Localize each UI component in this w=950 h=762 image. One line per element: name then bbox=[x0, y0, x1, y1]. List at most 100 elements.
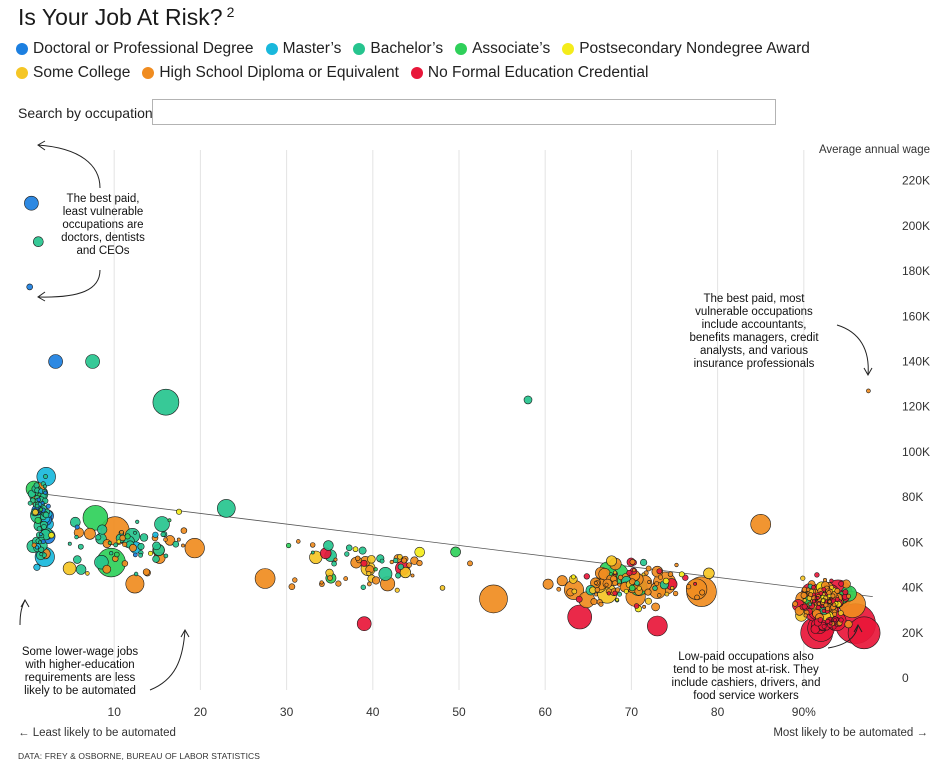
data-point bbox=[323, 540, 334, 551]
data-point bbox=[397, 563, 404, 570]
legend-dot-icon bbox=[16, 67, 28, 79]
y-tick-label: 40K bbox=[902, 581, 923, 595]
data-point bbox=[672, 590, 679, 597]
data-point bbox=[132, 552, 138, 558]
data-point bbox=[439, 585, 446, 591]
data-point bbox=[133, 530, 137, 535]
data-point bbox=[36, 526, 42, 532]
annotation-text: Some lower-wage jobs with higher-educatio… bbox=[22, 646, 139, 697]
data-point bbox=[866, 388, 871, 394]
annotations: The best paid, least vulnerable occupation… bbox=[22, 193, 821, 702]
data-point bbox=[124, 533, 131, 540]
data-point bbox=[656, 593, 662, 598]
data-point bbox=[567, 604, 593, 630]
data-point bbox=[629, 578, 636, 585]
data-points bbox=[24, 195, 881, 650]
data-point bbox=[811, 599, 816, 604]
data-point bbox=[35, 545, 39, 550]
data-point bbox=[825, 618, 831, 624]
data-point bbox=[556, 575, 568, 587]
data-point bbox=[24, 195, 39, 211]
data-point bbox=[593, 580, 598, 585]
x-tick-label: 20 bbox=[194, 705, 208, 719]
data-point bbox=[154, 516, 170, 532]
data-point bbox=[633, 603, 640, 609]
data-point bbox=[125, 574, 145, 594]
data-point bbox=[830, 593, 836, 599]
data-point bbox=[394, 587, 400, 593]
trend-line-path bbox=[32, 492, 873, 598]
data-point bbox=[172, 540, 180, 548]
grid bbox=[113, 150, 805, 690]
data-point bbox=[42, 484, 47, 489]
data-point bbox=[821, 608, 826, 614]
annotation-line: insurance professionals bbox=[694, 358, 815, 370]
data-point bbox=[828, 621, 833, 626]
data-point bbox=[575, 595, 583, 603]
data-point bbox=[657, 574, 664, 580]
y-axis-title: Average annual wage bbox=[819, 144, 930, 156]
data-point bbox=[42, 511, 50, 519]
data-point bbox=[122, 541, 128, 548]
data-point bbox=[410, 573, 415, 578]
y-tick-label: 100K bbox=[902, 445, 930, 459]
data-point bbox=[686, 584, 692, 590]
data-point bbox=[414, 546, 425, 558]
data-point bbox=[119, 529, 124, 535]
data-point bbox=[116, 539, 121, 544]
data-point bbox=[327, 575, 333, 581]
data-point bbox=[847, 616, 881, 650]
data-point bbox=[333, 557, 338, 562]
data-point bbox=[32, 236, 44, 247]
search-input[interactable] bbox=[152, 99, 776, 125]
data-point bbox=[366, 581, 372, 587]
legend-item: Doctoral or Professional Degree bbox=[16, 38, 254, 60]
x-axis-left-label: ← Least likely to be automated bbox=[18, 727, 176, 739]
data-point bbox=[662, 577, 670, 585]
x-tick-label: 30 bbox=[280, 705, 294, 719]
x-tick-label: 10 bbox=[108, 705, 122, 719]
y-tick-label: 160K bbox=[902, 309, 930, 323]
legend-dot-icon bbox=[353, 43, 366, 55]
data-point bbox=[296, 539, 301, 544]
data-point bbox=[366, 571, 372, 576]
data-point bbox=[636, 585, 642, 591]
data-point bbox=[397, 554, 403, 560]
data-point bbox=[129, 544, 137, 552]
annotation-text: Low-paid occupations also tend to be most… bbox=[672, 651, 821, 702]
data-point bbox=[467, 560, 473, 567]
data-point bbox=[667, 571, 674, 577]
arrowhead-icon bbox=[37, 291, 46, 302]
data-point bbox=[43, 474, 48, 479]
data-point bbox=[288, 583, 296, 591]
data-point bbox=[634, 580, 640, 586]
annotation-line: tend to be most at-risk. They bbox=[673, 664, 819, 676]
data-point bbox=[834, 588, 841, 594]
data-point bbox=[604, 582, 609, 587]
data-point bbox=[180, 527, 188, 534]
y-tick-label: 60K bbox=[902, 535, 923, 549]
data-point bbox=[254, 568, 276, 589]
legend-label: High School Diploma or Equivalent bbox=[159, 64, 399, 81]
annotation-arrow bbox=[37, 269, 101, 298]
data-point bbox=[135, 519, 140, 524]
data-point bbox=[175, 508, 183, 515]
data-point bbox=[358, 546, 367, 555]
data-point bbox=[77, 543, 84, 550]
data-point bbox=[606, 591, 611, 596]
data-point bbox=[395, 572, 402, 579]
data-point bbox=[74, 534, 79, 540]
data-point bbox=[367, 555, 376, 564]
data-point bbox=[74, 524, 80, 530]
data-point bbox=[640, 558, 648, 567]
data-point bbox=[26, 283, 34, 291]
data-point bbox=[147, 550, 154, 556]
data-point bbox=[152, 388, 180, 416]
data-point bbox=[184, 538, 205, 559]
data-point bbox=[800, 592, 808, 599]
data-point bbox=[694, 594, 700, 601]
data-point bbox=[41, 524, 47, 530]
data-point bbox=[645, 565, 652, 572]
data-point bbox=[48, 532, 55, 539]
data-point bbox=[38, 532, 43, 537]
